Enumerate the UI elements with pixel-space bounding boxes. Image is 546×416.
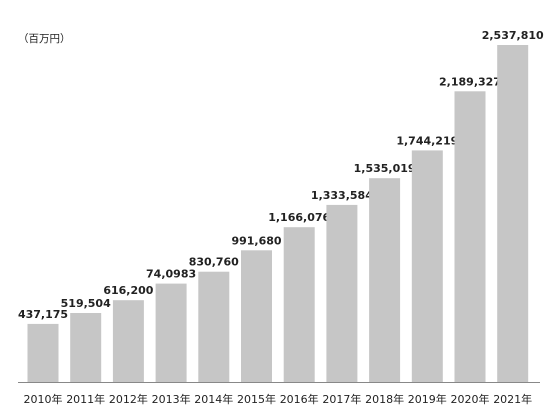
bar-2018年 — [369, 178, 401, 382]
bar-2021年 — [497, 45, 529, 382]
value-label: 1,535,019 — [354, 162, 416, 175]
bar-2017年 — [326, 204, 358, 382]
value-label: 437,175 — [18, 308, 68, 321]
x-tick-label: 2019年 — [408, 392, 447, 406]
x-tick-label: 2020年 — [451, 392, 490, 406]
x-tick-label: 2010年 — [24, 392, 63, 406]
x-tick-label: 2016年 — [280, 392, 319, 406]
value-label: 74,0983 — [146, 268, 196, 281]
bar-2010年 — [27, 323, 59, 382]
value-label: 519,504 — [61, 297, 111, 310]
value-label: 2,189,327 — [439, 75, 501, 88]
bar-2012年 — [112, 300, 144, 382]
bar-2014年 — [198, 271, 230, 382]
bar-2013年 — [155, 283, 187, 382]
bar-2016年 — [283, 227, 315, 382]
unit-label: （百万円） — [18, 33, 71, 45]
value-label: 1,333,584 — [311, 189, 373, 202]
x-tick-label: 2017年 — [322, 392, 361, 406]
bar-2020年 — [454, 91, 486, 383]
x-tick-label: 2011年 — [66, 392, 105, 406]
bar-2015年 — [241, 250, 272, 382]
x-tick-label: 2013年 — [152, 392, 191, 406]
value-label: 991,680 — [231, 234, 281, 247]
x-tick-label: 2012年 — [109, 392, 148, 406]
value-label: 1,744,219 — [396, 134, 458, 147]
value-label: 830,760 — [189, 256, 239, 269]
bar-2019年 — [411, 150, 443, 382]
x-tick-label: 2014年 — [194, 392, 233, 406]
value-label: 1,166,076 — [268, 211, 330, 224]
x-tick-labels: 2010年 2011年 2012年 2013年 2014年 2015年 2016年 2017年… — [24, 392, 533, 406]
value-label: 616,200 — [103, 284, 153, 297]
x-tick-label: 2015年 — [237, 392, 276, 406]
x-tick-label: 2018年 — [365, 392, 404, 406]
bar-2011年 — [70, 313, 102, 382]
x-tick-label: 2021年 — [493, 392, 532, 406]
value-label: 2,537,810 — [482, 29, 544, 42]
